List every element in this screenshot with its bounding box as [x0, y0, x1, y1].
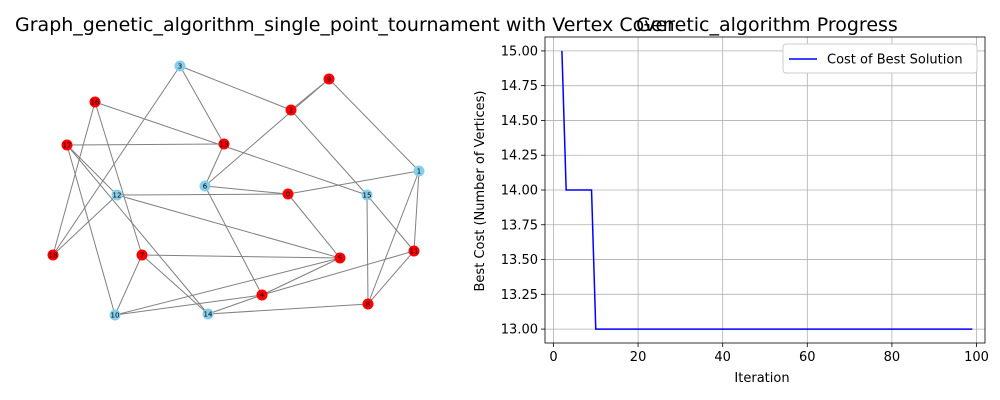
graph-node-label: 3: [178, 63, 182, 71]
graph-node-label: 4: [260, 292, 265, 300]
x-tick-label: 80: [884, 350, 901, 365]
plot-frame: [544, 36, 986, 344]
x-tick-label: 0: [549, 350, 557, 365]
graph-node-label: 18: [49, 252, 58, 260]
graph-edge: [114, 257, 341, 316]
graph-node-label: 16: [91, 99, 100, 107]
graph-node-label: 9: [327, 76, 331, 84]
x-tick-label: 60: [799, 350, 816, 365]
graph-edge: [204, 185, 289, 195]
graph-node: [61, 139, 73, 151]
graph-node: [413, 165, 425, 177]
graph-node: [334, 252, 346, 264]
graph-title: Graph_genetic_algorithm_single_point_tou…: [15, 14, 675, 36]
graph-node: [218, 138, 230, 150]
graph-node: [282, 188, 294, 200]
graph-node: [256, 289, 268, 301]
graph-node: [47, 249, 59, 261]
graph-edge: [261, 250, 415, 296]
graph-node: [109, 309, 121, 321]
graph-node: [89, 96, 101, 108]
graph-edge: [290, 109, 368, 196]
graph-node: [323, 73, 335, 85]
graph-edge: [287, 170, 420, 195]
graph-edge: [94, 101, 143, 256]
graph-edge: [204, 185, 263, 296]
legend-box: [782, 43, 978, 74]
graph-edge: [207, 294, 263, 315]
y-tick-label: 14.25: [501, 149, 538, 164]
graph-edge: [413, 170, 420, 252]
graph-node: [362, 298, 374, 310]
chart-panel: 0 20 40 60 80 100 13.00 13.25 13.50 13.75 14.00 14.…: [501, 36, 989, 365]
graph-edge: [207, 303, 369, 315]
graph-edge: [367, 250, 415, 305]
chart-title: Genetic_algorithm Progress: [636, 14, 898, 36]
graph-node-label: 5: [338, 255, 342, 263]
graph-node-label: 2: [289, 107, 293, 115]
y-tick-label: 13.50: [501, 253, 538, 268]
y-tick-label: 14.00: [501, 184, 538, 199]
x-tick-label: 100: [964, 350, 989, 365]
graph-edge: [114, 254, 143, 316]
y-tick-label: 13.75: [501, 218, 538, 233]
graph-edge: [366, 194, 415, 252]
graph-node: [136, 249, 148, 261]
graph-edge: [366, 194, 369, 305]
graph-edge: [328, 78, 420, 172]
graph-node-label: 14: [204, 311, 213, 319]
y-axis-label: Best Cost (Number of Vertices): [473, 91, 488, 292]
graph-node-label: 0: [286, 191, 290, 199]
legend: Cost of Best Solution: [782, 43, 978, 74]
graph-edge: [204, 143, 225, 187]
graph-edge: [141, 254, 341, 259]
graph-edge: [367, 170, 420, 305]
graph-edge: [66, 143, 225, 146]
y-tick-label: 13.25: [501, 288, 538, 303]
series-line-cost-of-best-solution: [561, 50, 973, 330]
graph-edge: [52, 101, 96, 256]
graph-edge: [116, 193, 289, 196]
graph-edge: [204, 78, 330, 187]
graph-node-label: 7: [140, 252, 144, 260]
graph-edge: [287, 193, 341, 259]
graph-edge: [114, 294, 263, 316]
graph-edge: [52, 194, 118, 256]
graph-edge: [116, 194, 341, 259]
graph-node-label: 17: [63, 142, 72, 150]
x-tick-label: 40: [714, 350, 731, 365]
graph-node-label: 15: [363, 192, 372, 200]
graph-node: [285, 104, 297, 116]
graph-node-label: 10: [111, 312, 120, 320]
graph-node: [199, 180, 211, 192]
graph-edge: [66, 144, 118, 196]
graph-node-label: 8: [366, 301, 370, 309]
graph-node: [202, 308, 214, 320]
graph-edge: [179, 65, 225, 145]
graph-node: [174, 60, 186, 72]
legend-label: Cost of Best Solution: [827, 53, 963, 68]
graph-edge: [66, 144, 116, 316]
x-tick-label: 20: [630, 350, 647, 365]
graph-node: [361, 189, 373, 201]
graph-edge: [261, 257, 341, 296]
graph-node-label: 6: [203, 183, 208, 191]
x-axis-label: Iteration: [734, 371, 789, 386]
y-tick-label: 14.50: [501, 114, 538, 129]
graph-node-label: 12: [113, 192, 122, 200]
graph-node-label: 1: [417, 168, 421, 176]
y-tick-label: 15.00: [501, 44, 538, 59]
graph-node: [111, 189, 123, 201]
graph-edge: [66, 144, 209, 315]
graph-edge: [179, 65, 292, 111]
y-tick-label: 13.00: [501, 323, 538, 338]
graph-node-label: 11: [410, 248, 419, 256]
graph-node-label: 13: [220, 141, 229, 149]
graph-edge: [52, 65, 181, 256]
graph-edge: [94, 101, 368, 196]
y-tick-label: 14.75: [501, 79, 538, 94]
graph-node: [408, 245, 420, 257]
